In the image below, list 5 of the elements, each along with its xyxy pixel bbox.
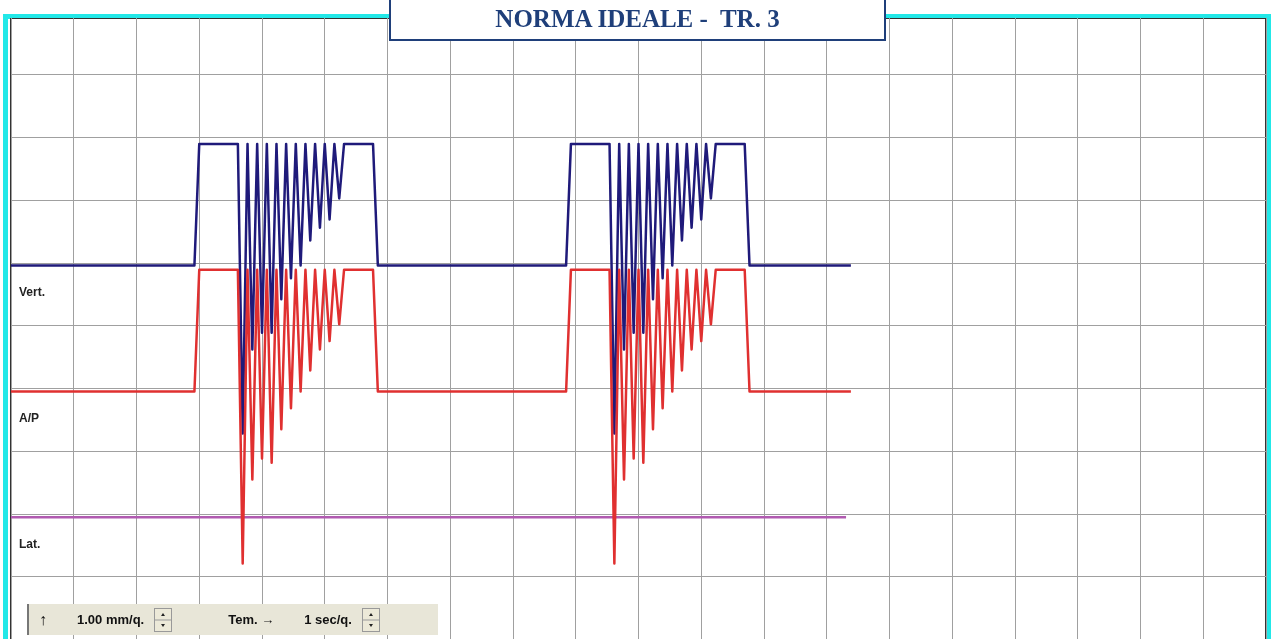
series-label: A/P [19, 410, 40, 425]
chart-title: NORMA IDEALE - TR. 3 [389, 0, 886, 41]
series-label: Vert. [19, 284, 46, 299]
series-label: Lat. [19, 536, 41, 551]
scale-panel: ↑ 1.00 mm/q. Tem. → 1 sec/q. [27, 604, 438, 635]
